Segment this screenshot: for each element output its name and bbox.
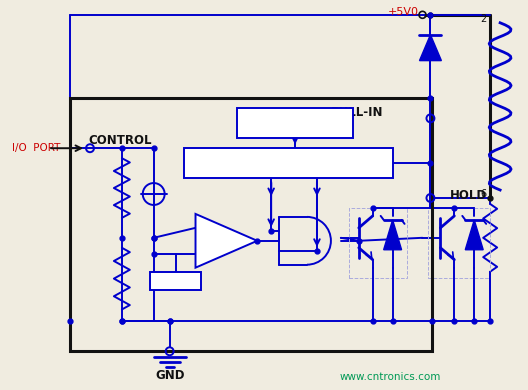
Text: OSCILLATOR: OSCILLATOR: [254, 117, 336, 130]
Text: PULL-IN: PULL-IN: [331, 106, 384, 119]
Text: Vref: Vref: [165, 276, 186, 285]
Text: 20ms TIMEOUT COUNTER: 20ms TIMEOUT COUNTER: [204, 157, 372, 170]
Text: +: +: [208, 222, 219, 234]
Text: I/O  PORT: I/O PORT: [12, 143, 60, 153]
Bar: [184, 148, 393, 178]
Text: 2: 2: [480, 14, 486, 24]
Polygon shape: [384, 220, 402, 250]
Text: www.cntronics.com: www.cntronics.com: [340, 372, 441, 382]
Text: 6: 6: [480, 189, 486, 199]
Bar: [70, 98, 432, 351]
Text: +5V0: +5V0: [388, 7, 419, 17]
Polygon shape: [195, 214, 257, 268]
Bar: [150, 272, 202, 289]
Bar: [349, 208, 407, 278]
Text: CONTROL: CONTROL: [88, 134, 152, 147]
Polygon shape: [465, 220, 483, 250]
Bar: [428, 208, 490, 278]
Text: HOLD: HOLD: [450, 190, 487, 202]
Polygon shape: [419, 35, 441, 60]
Text: GND: GND: [155, 369, 184, 382]
Bar: [237, 108, 353, 138]
Text: -: -: [211, 247, 216, 260]
